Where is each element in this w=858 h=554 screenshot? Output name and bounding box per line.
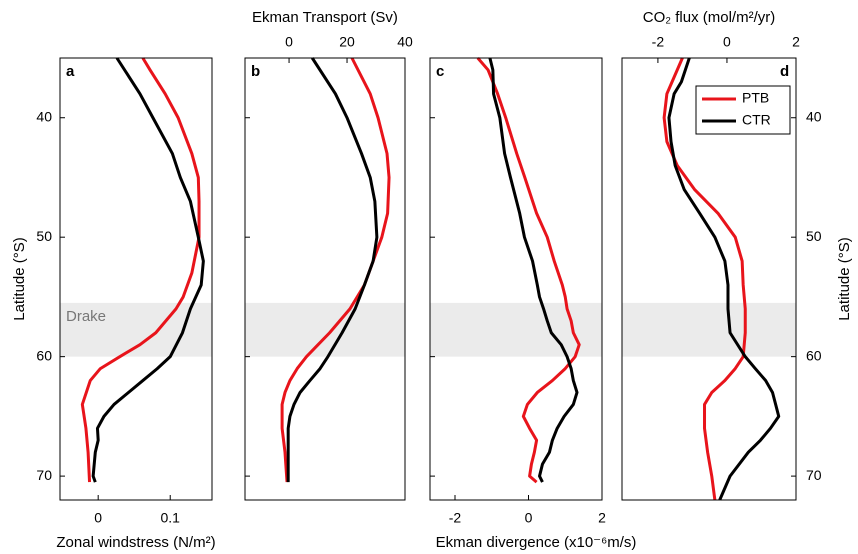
x-tick-label: -2 — [652, 34, 665, 50]
x-tick-label: 0 — [723, 34, 731, 50]
axes-box — [621, 57, 797, 501]
y-axis-label: Latitude (°S) — [836, 237, 853, 321]
x-tick-label: -2 — [449, 510, 462, 526]
axes-box — [244, 57, 406, 501]
data-line — [662, 57, 747, 501]
y-tick-label: 50 — [806, 228, 822, 244]
panel-label: a — [66, 63, 75, 80]
axes-box — [59, 57, 213, 501]
panel-label: c — [436, 63, 444, 80]
x-tick-label: 2 — [792, 34, 800, 50]
legend-label: CTR — [742, 112, 771, 128]
x-axis-label: Ekman divergence (x10⁻⁶m/s) — [436, 534, 637, 551]
y-tick-label: 40 — [36, 108, 52, 124]
data-line — [286, 57, 379, 483]
x-tick-label: 0.1 — [160, 510, 180, 526]
y-axis-label: Latitude (°S) — [11, 237, 28, 321]
x-axis-label: Zonal windstress (N/m²) — [56, 534, 215, 551]
drake-band — [430, 302, 602, 357]
data-line — [80, 57, 201, 483]
axes-box — [429, 57, 603, 501]
y-tick-label: 50 — [36, 228, 52, 244]
x-axis-label: CO₂ flux (mol/m²/yr) — [643, 9, 775, 26]
panel-label: d — [780, 63, 789, 80]
y-tick-label: 40 — [806, 108, 822, 124]
data-line — [476, 57, 581, 484]
band-label: Drake — [66, 308, 106, 325]
data-line — [280, 57, 391, 483]
panel-label: b — [251, 63, 260, 80]
legend-box — [695, 85, 791, 135]
drake-band — [622, 302, 796, 357]
legend-label: PTB — [742, 90, 769, 106]
x-tick-label: 0 — [94, 510, 102, 526]
x-tick-label: 0 — [285, 34, 293, 50]
x-tick-label: 40 — [397, 34, 413, 50]
y-tick-label: 60 — [806, 347, 822, 363]
x-tick-label: 0 — [525, 510, 533, 526]
data-line — [488, 57, 579, 483]
data-line — [667, 57, 781, 501]
y-tick-label: 70 — [806, 467, 822, 483]
drake-band — [245, 302, 405, 357]
x-tick-label: 20 — [339, 34, 355, 50]
x-tick-label: 2 — [598, 510, 606, 526]
y-tick-label: 60 — [36, 347, 52, 363]
y-tick-label: 70 — [36, 467, 52, 483]
data-line — [91, 57, 205, 483]
x-axis-label: Ekman Transport (Sv) — [252, 9, 398, 26]
